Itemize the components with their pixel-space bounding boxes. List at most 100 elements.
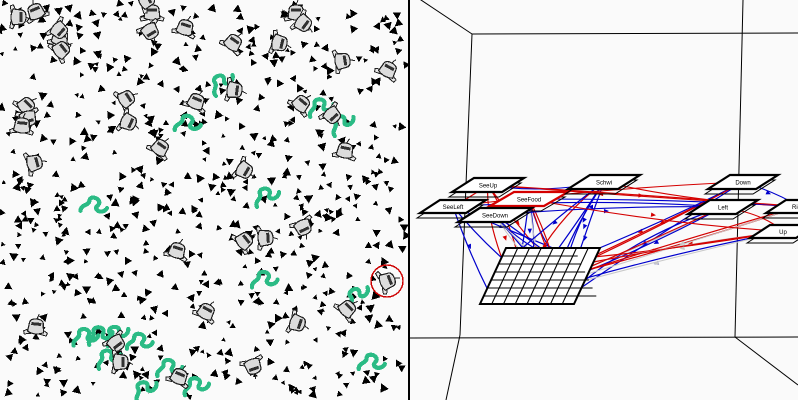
creature-sprite[interactable] bbox=[165, 360, 195, 390]
creature-sprite[interactable] bbox=[191, 295, 223, 325]
creature-sprite[interactable] bbox=[135, 17, 167, 48]
creature-sprite[interactable] bbox=[230, 155, 261, 187]
creature-sprite[interactable] bbox=[115, 108, 145, 139]
creature-sprite[interactable] bbox=[331, 47, 357, 75]
food-particle bbox=[42, 4, 50, 13]
creature-sprite[interactable] bbox=[111, 349, 134, 375]
creature-sprite[interactable] bbox=[22, 313, 49, 337]
food-particle bbox=[209, 369, 219, 378]
creature-antenna bbox=[305, 234, 308, 240]
food-particle bbox=[317, 142, 327, 152]
food-particle bbox=[79, 47, 87, 55]
food-particle bbox=[94, 272, 102, 280]
creature-sprite[interactable] bbox=[47, 33, 78, 65]
creature-sprite[interactable] bbox=[8, 112, 35, 136]
food-particle bbox=[34, 221, 40, 228]
synapse-arrow bbox=[514, 219, 520, 226]
food-particle bbox=[173, 85, 180, 94]
creature-antenna bbox=[241, 90, 247, 95]
creature-sprite[interactable] bbox=[255, 225, 279, 251]
creature-antenna bbox=[309, 27, 313, 33]
food-particle bbox=[131, 269, 138, 277]
node-plane[interactable] bbox=[762, 198, 798, 215]
neuron-node-seeleft[interactable]: SeeLeft bbox=[415, 198, 490, 219]
node-plane[interactable] bbox=[416, 198, 490, 215]
food-particle bbox=[341, 350, 349, 359]
creature-antenna bbox=[250, 234, 256, 237]
creature-sprite[interactable] bbox=[331, 136, 360, 162]
food-particle bbox=[146, 115, 155, 124]
neuron-node-left[interactable]: Left bbox=[683, 198, 762, 220]
food-particle bbox=[282, 365, 290, 373]
creature-sprite[interactable] bbox=[133, 0, 163, 14]
creature-sprite[interactable] bbox=[286, 86, 319, 118]
creature-layer[interactable] bbox=[8, 0, 405, 390]
serpent-sprite bbox=[172, 113, 203, 133]
food-particle bbox=[285, 172, 290, 177]
creature-sprite[interactable] bbox=[317, 101, 350, 133]
food-particle bbox=[74, 92, 79, 98]
brain-canvas[interactable]: SeeUp SeeLeft SeeFood SeeDown Schwi Down Left R… bbox=[410, 0, 798, 400]
neuron-node-down[interactable]: Down bbox=[703, 173, 782, 195]
food-particle bbox=[119, 227, 125, 233]
creature-sprite[interactable] bbox=[145, 130, 178, 162]
creature-sprite[interactable] bbox=[101, 329, 134, 360]
world-view-panel[interactable] bbox=[0, 0, 408, 400]
food-particle bbox=[53, 205, 61, 212]
world-canvas[interactable] bbox=[0, 0, 408, 400]
creature-sprite[interactable] bbox=[374, 265, 403, 295]
creature-sprite[interactable] bbox=[163, 235, 192, 263]
creature-sprite[interactable] bbox=[289, 8, 320, 41]
food-particle bbox=[297, 235, 303, 241]
creature-sprite[interactable] bbox=[45, 15, 77, 48]
food-particle bbox=[124, 256, 133, 266]
food-particle bbox=[202, 157, 207, 162]
creature-sprite[interactable] bbox=[9, 4, 32, 30]
creature-sprite[interactable] bbox=[373, 53, 405, 83]
synapse-arrow bbox=[552, 219, 558, 225]
creature-sprite[interactable] bbox=[224, 76, 249, 104]
creature-sprite[interactable] bbox=[268, 29, 294, 57]
food-particle bbox=[397, 365, 406, 373]
food-particle bbox=[0, 258, 6, 266]
creature-body bbox=[257, 229, 274, 248]
creature-eye-band bbox=[31, 322, 42, 327]
neuron-node-up[interactable]: Up bbox=[745, 223, 798, 244]
node-plane[interactable] bbox=[454, 206, 536, 224]
creature-sprite[interactable] bbox=[218, 25, 251, 57]
food-particle bbox=[398, 216, 405, 223]
creature-sprite[interactable] bbox=[112, 82, 144, 114]
neuron-node-layer[interactable]: SeeUp SeeLeft SeeFood SeeDown Schwi Down Left R… bbox=[415, 173, 798, 244]
food-particle bbox=[39, 32, 48, 40]
food-particle bbox=[288, 120, 295, 127]
food-particle bbox=[188, 348, 197, 357]
node-plane[interactable] bbox=[448, 176, 528, 194]
food-particle bbox=[89, 297, 97, 304]
creature-sprite[interactable] bbox=[22, 148, 50, 177]
node-plane[interactable] bbox=[746, 223, 798, 240]
neuron-node-seeup[interactable]: SeeUp bbox=[447, 176, 528, 198]
neuron-node-schwi[interactable]: Schwi bbox=[563, 173, 644, 195]
creature-sprite[interactable] bbox=[285, 309, 314, 339]
neuron-node-right[interactable]: Right bbox=[761, 198, 798, 219]
serpent-head bbox=[154, 380, 159, 386]
food-particle bbox=[261, 135, 267, 141]
food-particle bbox=[352, 203, 358, 209]
neuron-node-seedown[interactable]: SeeDown bbox=[453, 206, 536, 228]
creature-sprite[interactable] bbox=[230, 224, 261, 256]
food-particle bbox=[4, 282, 13, 290]
node-plane[interactable] bbox=[684, 198, 762, 216]
food-particle bbox=[166, 210, 173, 217]
creature-sprite[interactable] bbox=[332, 291, 365, 324]
creature-sprite[interactable] bbox=[182, 85, 212, 115]
food-particle bbox=[327, 73, 333, 80]
creature-sprite[interactable] bbox=[289, 214, 320, 244]
brain-view-panel[interactable]: SeeUp SeeLeft SeeFood SeeDown Schwi Down Left R… bbox=[410, 0, 798, 400]
creature-sprite[interactable] bbox=[239, 354, 269, 382]
food-particle bbox=[306, 362, 313, 370]
creature-eye-band bbox=[23, 99, 33, 109]
creature-sprite[interactable] bbox=[171, 12, 200, 40]
node-plane[interactable] bbox=[704, 173, 782, 191]
node-plane[interactable] bbox=[564, 173, 644, 191]
creature-sprite[interactable] bbox=[20, 0, 50, 25]
